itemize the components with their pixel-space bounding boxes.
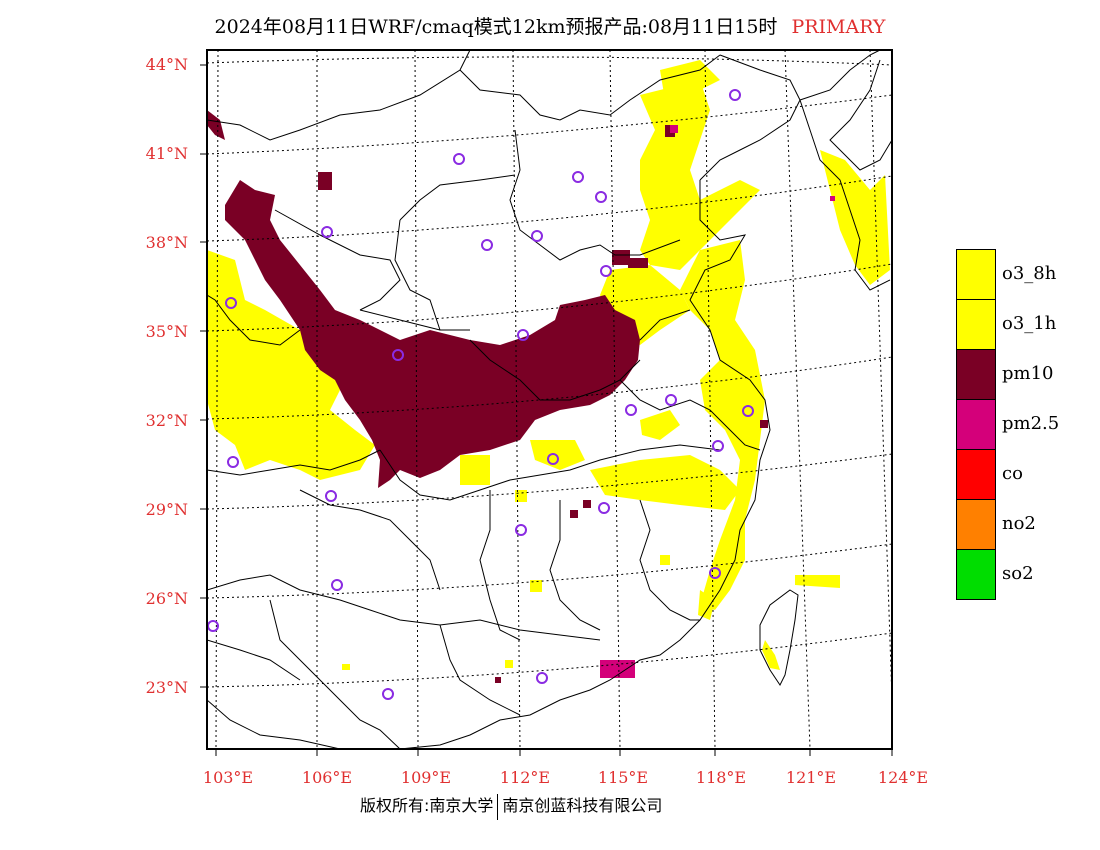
province-boundaries xyxy=(207,50,892,749)
pm10-region-main xyxy=(225,180,640,488)
o3-region-north xyxy=(640,80,760,270)
lon-label-106: 106°E xyxy=(301,768,353,787)
lat-label-41: 41°N xyxy=(145,144,188,163)
taiwan-outline xyxy=(759,589,799,686)
pm25-region-guangdong xyxy=(600,660,635,678)
o3-region-taiwan-strait xyxy=(795,575,840,588)
o3-region-east-coast xyxy=(680,240,765,610)
pm10-region-gansu xyxy=(207,110,225,140)
o3-regions xyxy=(207,60,890,670)
legend-swatch xyxy=(956,449,996,500)
lat-label-32: 32°N xyxy=(145,411,188,430)
lon-label-115: 115°E xyxy=(597,768,649,787)
lon-label-109: 109°E xyxy=(400,768,452,787)
lat-label-26: 26°N xyxy=(145,589,188,608)
legend-label: co xyxy=(1002,463,1023,484)
pm25-regions xyxy=(600,125,835,678)
lon-label-118: 118°E xyxy=(695,768,747,787)
legend-swatch xyxy=(956,499,996,550)
copyright-right: 南京创蓝科技有限公司 xyxy=(502,796,663,815)
lat-label-35: 35°N xyxy=(145,322,188,341)
lat-label-44: 44°N xyxy=(145,55,188,74)
o3-region-taiwan xyxy=(762,640,780,670)
o3-region-west xyxy=(207,250,375,480)
lon-label-124: 124°E xyxy=(877,768,929,787)
legend-label: pm2.5 xyxy=(1002,413,1060,434)
korea-coast xyxy=(799,99,891,291)
o3-region-yangtze xyxy=(590,455,740,510)
legend-swatch xyxy=(956,399,996,450)
copyright-left: 版权所有:南京大学 xyxy=(360,796,494,815)
o3-region-sea xyxy=(820,150,890,285)
legend-swatch xyxy=(956,549,996,600)
lon-label-121: 121°E xyxy=(785,768,837,787)
axis-ticks xyxy=(200,64,893,756)
lat-label-23: 23°N xyxy=(145,678,188,697)
title-main: 2024年08月11日WRF/cmaq模式12km预报产品:08月11日15时 xyxy=(214,16,778,38)
legend-label: pm10 xyxy=(1002,363,1054,384)
legend-swatch xyxy=(956,299,996,350)
copyright-footer: 版权所有:南京大学 南京创蓝科技有限公司 xyxy=(360,792,662,820)
o3-region-nw-top xyxy=(660,60,720,100)
map-frame xyxy=(206,49,893,750)
o3-region-mid xyxy=(530,440,585,470)
lat-label-29: 29°N xyxy=(145,500,188,519)
footer-divider xyxy=(497,793,499,820)
lat-label-38: 38°N xyxy=(145,233,188,252)
map-title: 2024年08月11日WRF/cmaq模式12km预报产品:08月11日15时 P… xyxy=(0,12,1100,39)
graticule xyxy=(207,50,892,749)
o3-region-hubei xyxy=(640,410,680,440)
lon-label-112: 112°E xyxy=(499,768,551,787)
o3-region-fujian xyxy=(698,590,715,620)
lon-label-103: 103°E xyxy=(202,768,254,787)
legend-label: o3_1h xyxy=(1002,313,1057,334)
legend-label: so2 xyxy=(1002,563,1034,584)
legend-label: no2 xyxy=(1002,513,1036,534)
legend-label: o3_8h xyxy=(1002,263,1057,284)
legend-swatch xyxy=(956,349,996,400)
legend-swatch xyxy=(956,249,996,300)
title-tag: PRIMARY xyxy=(791,16,886,38)
